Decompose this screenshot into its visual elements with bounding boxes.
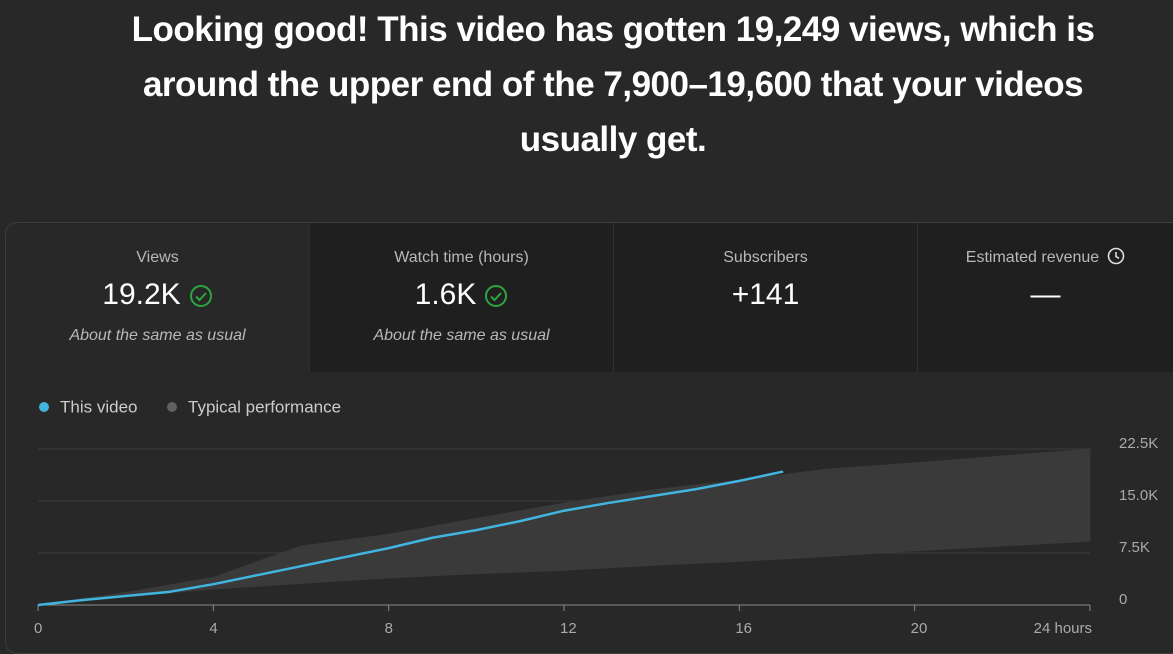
- y-tick-label: 0: [1119, 591, 1127, 608]
- x-tick-label: 24 hours: [1034, 620, 1092, 637]
- headline: Looking good! This video has gotten 19,2…: [63, 2, 1163, 167]
- y-tick-label: 7.5K: [1119, 539, 1150, 556]
- typical-band: [1001, 448, 1091, 547]
- metric-value-row: 1.6K: [310, 278, 613, 312]
- chart: This video Typical performance 0 7.5K 15.0K 2…: [34, 397, 1158, 637]
- x-tick-label: 8: [385, 620, 393, 637]
- metric-value: 1.6K: [414, 278, 477, 311]
- headline-line: Looking good! This video has gotten 19,2…: [131, 10, 1095, 49]
- metric-label-row: Estimated revenue: [918, 247, 1173, 267]
- this-video-line: [37, 470, 784, 607]
- metric-value: +141: [731, 278, 800, 311]
- metric-label: Watch time (hours): [394, 249, 529, 266]
- metric-note: About the same as usual: [373, 327, 550, 344]
- metric-card[interactable]: Views 19.2K About the same as usual: [6, 223, 310, 372]
- metric-card[interactable]: Watch time (hours) 1.6K About the same a…: [310, 223, 614, 372]
- typical-band: [914, 455, 1003, 552]
- headline-line: around the upper end of the 7,900–19,600…: [142, 65, 1084, 104]
- legend-label: This video: [60, 397, 137, 416]
- check-icon: [189, 285, 212, 308]
- y-tick-label: 15.0K: [1119, 487, 1158, 504]
- typical-band: [826, 462, 916, 557]
- page: {"header": {"title_lines": ["Looking goo…: [5, 2, 1173, 654]
- typical-band: [300, 533, 390, 584]
- check-icon: [485, 285, 508, 308]
- typical-band: [738, 468, 828, 562]
- metric-note: About the same as usual: [69, 327, 246, 344]
- metric-card[interactable]: Subscribers +141: [614, 223, 918, 372]
- legend-dot: [39, 402, 49, 412]
- headline-line: usually get.: [519, 120, 707, 159]
- metric-label: Views: [136, 249, 179, 266]
- legend-label: Typical performance: [188, 397, 341, 416]
- x-tick-label: 12: [560, 620, 577, 637]
- x-tick-label: 16: [735, 620, 752, 637]
- x-tick-label: 20: [911, 620, 928, 637]
- analytics-panel: Views 19.2K About the same as usual Watc…: [5, 222, 1173, 654]
- y-tick-label: 22.5K: [1119, 435, 1158, 452]
- legend-dot: [167, 402, 177, 412]
- metric-label: Estimated revenue: [965, 249, 1100, 266]
- x-tick-label: 0: [34, 620, 42, 637]
- metric-card[interactable]: Estimated revenue —: [918, 223, 1173, 372]
- clock-icon: [1107, 247, 1125, 265]
- metric-label: Subscribers: [723, 249, 808, 266]
- metric-value: 19.2K: [102, 278, 181, 311]
- typical-band: [388, 517, 477, 579]
- metric-value-row: 19.2K: [6, 278, 309, 312]
- metric-value: —: [1030, 278, 1061, 311]
- x-tick-label: 4: [209, 620, 217, 637]
